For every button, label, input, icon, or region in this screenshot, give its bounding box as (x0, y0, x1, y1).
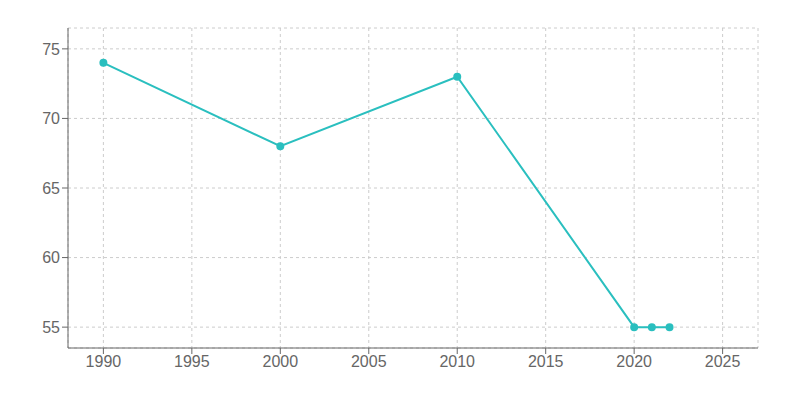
svg-text:60: 60 (42, 249, 60, 266)
svg-text:2010: 2010 (439, 353, 475, 370)
svg-text:1990: 1990 (86, 353, 122, 370)
svg-text:2020: 2020 (616, 353, 652, 370)
svg-text:65: 65 (42, 180, 60, 197)
svg-text:1995: 1995 (174, 353, 210, 370)
svg-text:2005: 2005 (351, 353, 387, 370)
svg-text:2015: 2015 (528, 353, 564, 370)
svg-text:2000: 2000 (263, 353, 299, 370)
svg-text:75: 75 (42, 41, 60, 58)
svg-text:55: 55 (42, 319, 60, 336)
svg-text:70: 70 (42, 110, 60, 127)
svg-text:2025: 2025 (705, 353, 741, 370)
